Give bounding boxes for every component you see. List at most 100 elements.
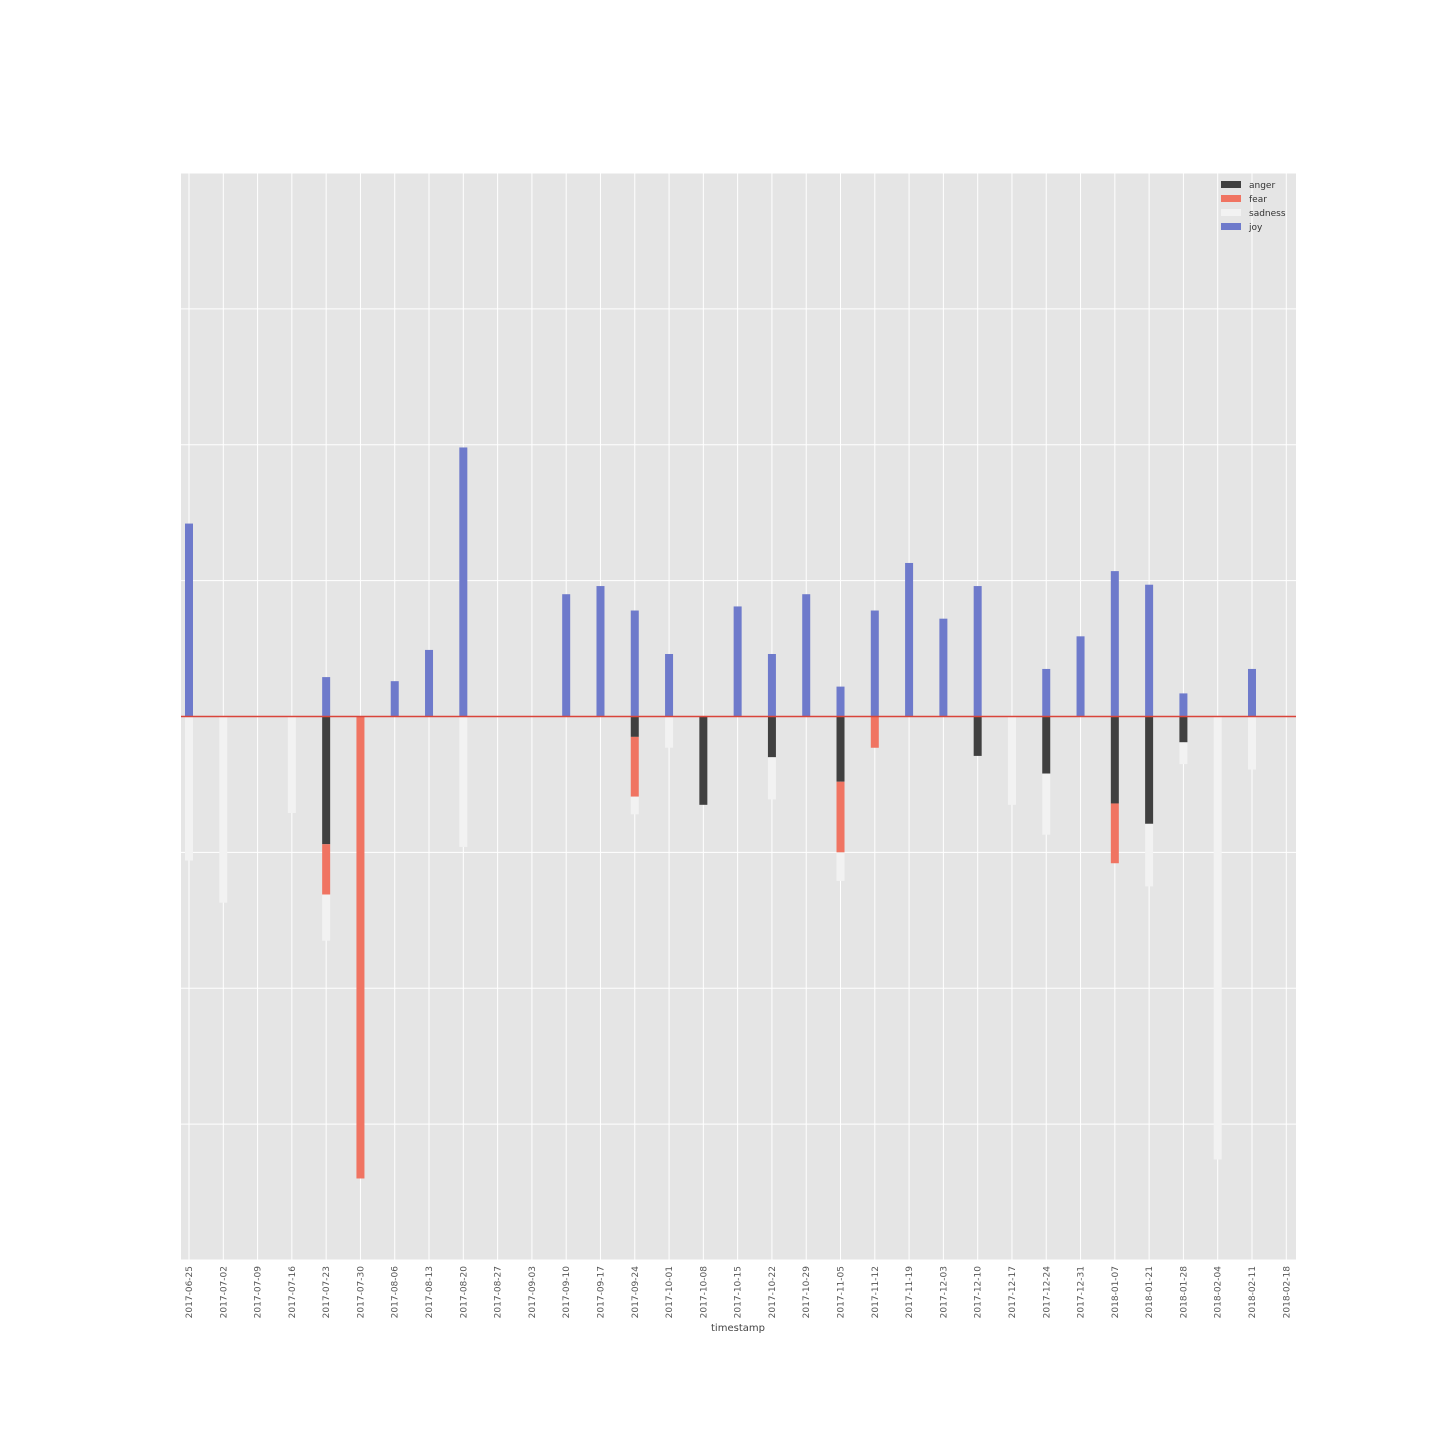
x-tick-label: 2017-10-01 <box>665 1266 675 1318</box>
legend-swatch-fear <box>1221 195 1241 202</box>
legend: anger fear sadness joy <box>1221 181 1286 233</box>
x-tick-label: 2017-06-25 <box>185 1266 195 1318</box>
x-tick-label: 2017-07-23 <box>322 1266 332 1318</box>
x-tick-label: 2018-01-28 <box>1179 1266 1189 1319</box>
x-tick-label: 2017-09-03 <box>528 1266 538 1318</box>
bar-joy <box>1179 693 1188 717</box>
legend-swatch-sadness <box>1221 209 1241 216</box>
bar-joy <box>836 686 845 717</box>
x-tick-label: 2017-07-16 <box>288 1266 298 1319</box>
x-tick-label: 2018-02-18 <box>1282 1266 1292 1319</box>
bar-sadness <box>1042 773 1051 835</box>
bar-anger <box>699 716 708 805</box>
x-tick-label: 2018-01-21 <box>1145 1266 1155 1318</box>
bar-anger <box>973 716 982 756</box>
bar-joy <box>459 447 468 717</box>
bar-joy <box>630 610 639 717</box>
x-tick-label: 2017-08-06 <box>391 1266 401 1319</box>
bar-sadness <box>1247 716 1256 770</box>
legend-label-anger: anger <box>1249 181 1275 191</box>
bar-anger <box>630 716 639 737</box>
bar-anger <box>767 716 776 758</box>
bar-joy <box>1076 636 1085 717</box>
bar-sadness <box>322 894 331 941</box>
x-tick-label: 2017-09-10 <box>562 1266 572 1319</box>
bar-joy <box>905 562 914 717</box>
bar-joy <box>1145 584 1154 717</box>
bar-joy <box>185 523 193 717</box>
bar-fear <box>356 716 365 1179</box>
bar-joy <box>665 653 674 717</box>
x-tick-label: 2017-08-27 <box>494 1266 504 1318</box>
bars-layer <box>185 447 1256 1179</box>
bar-joy <box>733 606 742 717</box>
x-tick-label: 2017-12-10 <box>974 1266 984 1319</box>
bar-joy <box>973 586 982 717</box>
bar-sadness <box>287 716 296 813</box>
bar-joy <box>802 594 811 717</box>
bar-sadness <box>630 796 639 815</box>
bar-sadness <box>767 757 776 800</box>
bar-anger <box>1110 716 1119 804</box>
bar-joy <box>939 618 948 717</box>
x-tick-label: 2017-07-30 <box>356 1266 366 1319</box>
bar-anger <box>322 716 331 845</box>
bar-sadness <box>1007 716 1016 805</box>
x-tick-label: 2017-07-09 <box>254 1266 264 1319</box>
legend-swatch-joy <box>1221 223 1241 230</box>
x-tick-labels: 2017-06-25 2017-07-02 2017-07-09 2017-07-16… <box>185 1266 1292 1319</box>
bar-sadness <box>836 852 845 881</box>
x-tick-label: 2017-08-13 <box>425 1266 435 1318</box>
bar-sadness <box>459 716 468 847</box>
x-tick-label: 2017-08-20 <box>459 1266 469 1319</box>
x-axis-title: timestamp <box>711 1323 765 1334</box>
x-tick-label: 2017-12-03 <box>939 1266 949 1318</box>
x-tick-label: 2017-11-19 <box>905 1266 915 1319</box>
bar-sadness <box>1145 823 1154 887</box>
bar-fear <box>630 736 639 797</box>
bar-joy <box>870 610 879 717</box>
bar-anger <box>1042 716 1051 774</box>
x-tick-label: 2017-12-17 <box>1008 1266 1018 1318</box>
bar-joy <box>425 649 434 717</box>
bar-anger <box>1145 716 1154 824</box>
bar-joy <box>767 653 776 717</box>
x-tick-label: 2017-10-08 <box>699 1266 709 1319</box>
bar-anger <box>1179 716 1188 743</box>
x-tick-label: 2017-12-24 <box>1042 1266 1052 1319</box>
x-tick-label: 2017-09-24 <box>631 1266 641 1319</box>
x-tick-label: 2017-12-31 <box>1077 1266 1087 1318</box>
x-tick-label: 2018-02-11 <box>1248 1266 1258 1318</box>
bar-sadness <box>1179 742 1188 765</box>
x-tick-label: 2017-07-02 <box>219 1266 229 1318</box>
bar-sadness <box>219 716 228 903</box>
bar-anger <box>836 716 845 782</box>
x-tick-label: 2017-11-05 <box>837 1266 847 1318</box>
bar-joy <box>562 594 571 717</box>
x-tick-label: 2017-10-29 <box>802 1266 812 1319</box>
x-tick-label: 2018-02-04 <box>1214 1266 1224 1319</box>
bar-sadness <box>665 716 674 748</box>
bar-fear <box>870 716 879 748</box>
legend-label-joy: joy <box>1248 223 1263 233</box>
legend-label-sadness: sadness <box>1249 209 1286 219</box>
bar-joy <box>1042 668 1051 717</box>
legend-label-fear: fear <box>1249 195 1267 205</box>
bar-sadness <box>1213 716 1222 1160</box>
bar-sadness <box>185 716 193 861</box>
bar-joy <box>1110 571 1119 717</box>
bar-joy <box>596 586 605 717</box>
x-tick-label: 2018-01-07 <box>1111 1266 1121 1318</box>
x-tick-label: 2017-10-15 <box>734 1266 744 1318</box>
bar-joy <box>1247 668 1256 717</box>
bar-fear <box>1110 803 1119 864</box>
bar-joy <box>322 677 331 717</box>
bar-joy <box>390 681 399 717</box>
x-tick-label: 2017-09-17 <box>596 1266 606 1318</box>
x-tick-label: 2017-10-22 <box>768 1266 778 1318</box>
bar-fear <box>322 844 331 895</box>
bar-fear <box>836 781 845 853</box>
legend-swatch-anger <box>1221 181 1241 188</box>
